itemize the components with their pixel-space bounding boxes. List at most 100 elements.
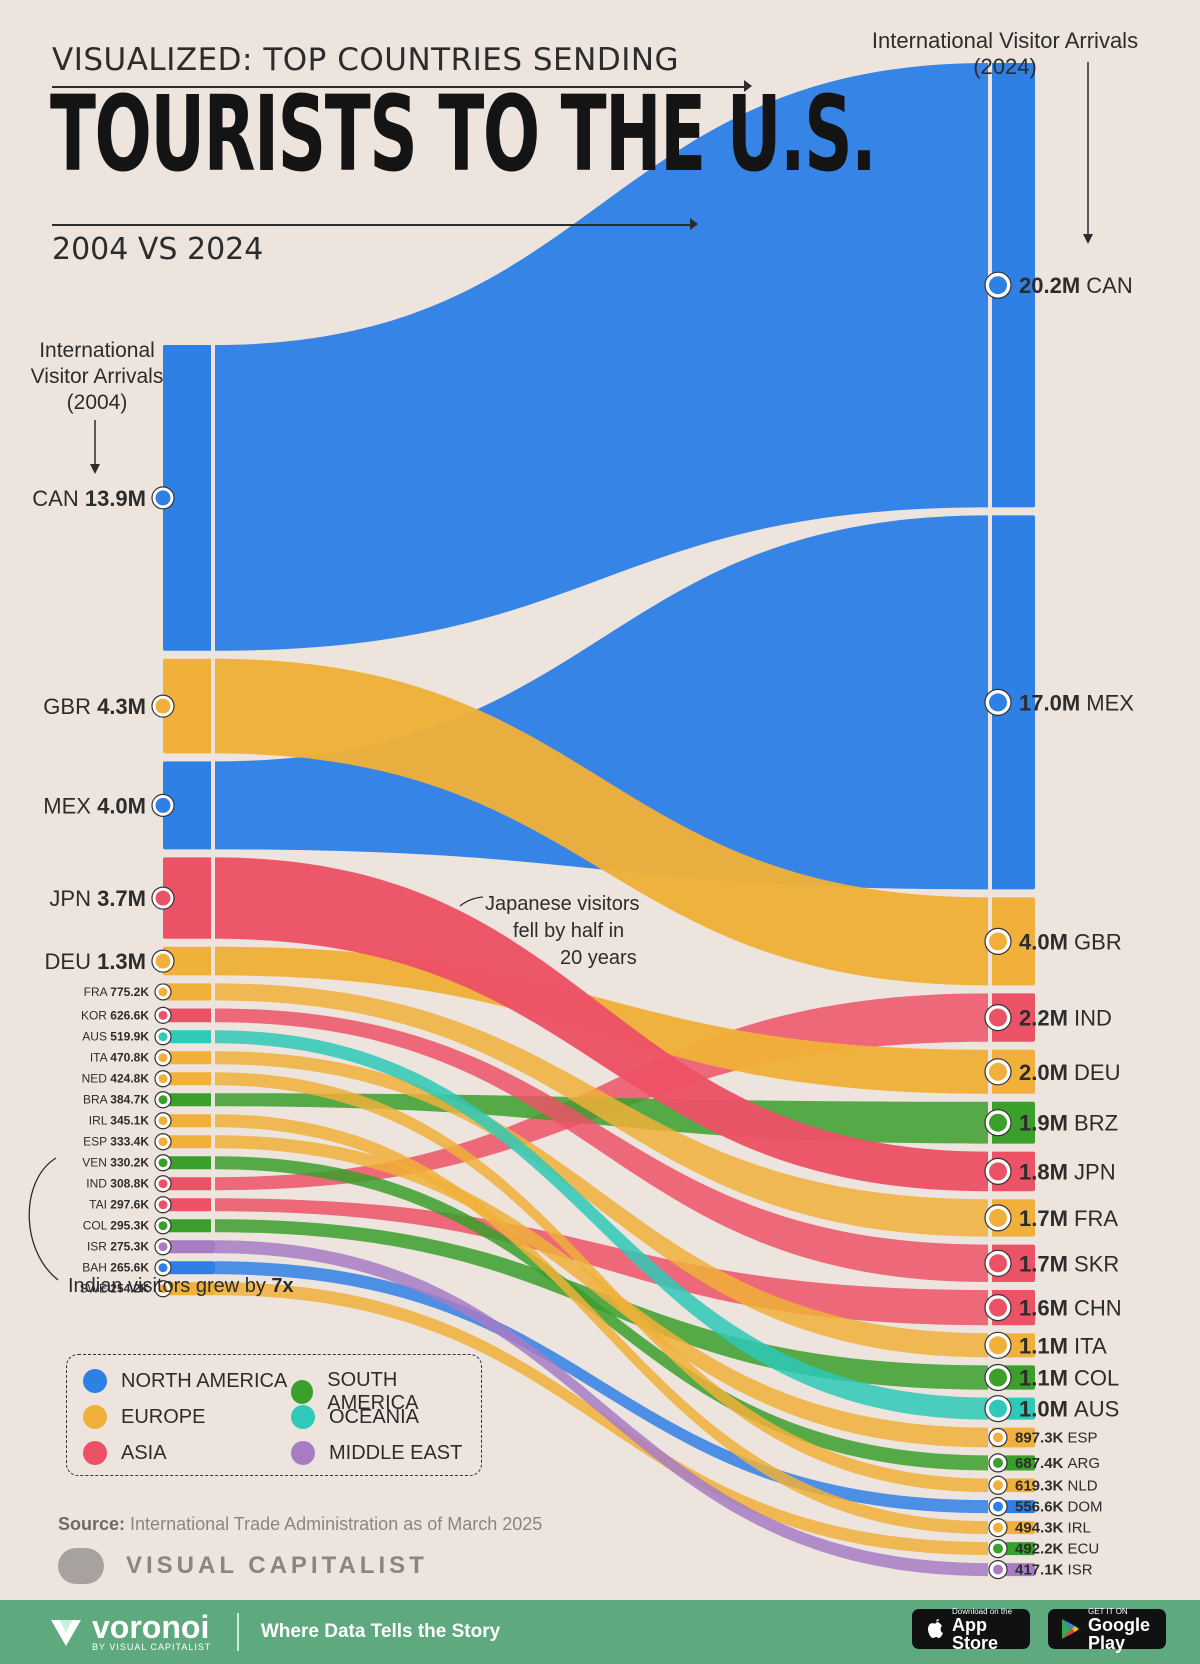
label-2004-isr: ISR 275.3K xyxy=(87,1240,149,1254)
flow-mex-to-mex xyxy=(215,515,988,890)
flow-ven-to-arg xyxy=(215,1156,988,1471)
title-line1: VISUALIZED: TOP COUNTRIES SENDING xyxy=(52,42,680,78)
bar-2004-can xyxy=(163,345,215,651)
label-2004-ven: VEN 330.2K xyxy=(82,1156,149,1170)
flow-col-to-col xyxy=(215,1219,988,1390)
flow-aus-to-aus xyxy=(215,1030,988,1420)
bar-2004-swe xyxy=(163,1282,215,1296)
bar-2004-col xyxy=(163,1219,215,1233)
label-2004-irl: IRL 345.1K xyxy=(89,1114,150,1128)
title-main: TOURISTS TO THE U.S. xyxy=(50,73,877,195)
label-2004-swe: SWE 254.2K xyxy=(80,1282,150,1296)
legend-dot-icon xyxy=(83,1405,107,1429)
label-2024-gbr: 4.0M GBR xyxy=(1019,929,1122,954)
flow-fra-to-fra xyxy=(215,983,988,1237)
flag-fill-chn-2024 xyxy=(989,1298,1007,1317)
flow-gbr-to-gbr xyxy=(215,658,988,986)
flag-fill-skr-2024 xyxy=(989,1254,1007,1273)
label-2004-esp: ESP 333.4K xyxy=(83,1135,149,1149)
left-bars xyxy=(163,345,215,1296)
flag-fill-fra-2024 xyxy=(989,1208,1007,1227)
flow-swe-to-ecu xyxy=(215,1282,988,1556)
label-2024-ecu: 492.2K ECU xyxy=(1015,1541,1099,1558)
legend-label: OCEANIA xyxy=(329,1405,420,1428)
legend-dot-icon xyxy=(291,1380,314,1404)
label-2004-gbr: GBR 4.3M xyxy=(43,694,146,719)
legend-dot-icon xyxy=(291,1405,315,1429)
flow-tai-to-chn xyxy=(215,1198,988,1326)
legend-label: EUROPE xyxy=(121,1405,206,1428)
footer-divider xyxy=(237,1613,239,1651)
flow-irl-to-irl xyxy=(215,1114,988,1535)
title-arrow-1 xyxy=(52,86,744,88)
label-2004-jpn: JPN 3.7M xyxy=(49,886,146,911)
title-arrowhead-1 xyxy=(744,80,752,92)
flag-fill-bah-2004 xyxy=(158,1263,168,1273)
visual-capitalist-brand: VISUAL CAPITALIST xyxy=(58,1548,428,1584)
flag-fill-ita-2024 xyxy=(989,1336,1007,1355)
flag-fill-gbr-2024 xyxy=(989,932,1007,951)
bar-2004-bah xyxy=(163,1261,215,1275)
subtitle: 2004 VS 2024 xyxy=(52,232,264,267)
annotation-india: Indian visitors grew by 7x xyxy=(68,1275,294,1297)
legend-dot-icon xyxy=(291,1441,315,1465)
flag-fill-kor-2004 xyxy=(158,1010,168,1020)
flag-fill-ven-2004 xyxy=(158,1158,168,1168)
flag-fill-swe-2004 xyxy=(158,1284,168,1294)
flag-fill-isr-2024 xyxy=(993,1564,1003,1575)
flag-fill-aus-2004 xyxy=(158,1032,168,1042)
flag-fill-tai-2004 xyxy=(158,1200,168,1210)
voronoi-mark-icon xyxy=(51,1620,81,1646)
label-2004-tai: TAI 297.6K xyxy=(89,1198,149,1212)
app-store-small: Download on the xyxy=(952,1606,1013,1616)
annotation-india-arrow xyxy=(28,1157,59,1281)
legend-item-oceania: OCEANIA xyxy=(291,1405,419,1429)
flag-fill-ita-2004 xyxy=(158,1053,168,1063)
flag-fill-deu-2004 xyxy=(155,953,171,969)
google-play-icon xyxy=(1062,1619,1079,1639)
voronoi-logo[interactable]: voronoi BY VISUAL CAPITALIST xyxy=(48,1611,211,1652)
app-store-button[interactable]: Download on the App Store xyxy=(912,1606,1030,1652)
label-2024-brz: 1.9M BRZ xyxy=(1019,1111,1118,1136)
flag-fill-arg-2024 xyxy=(993,1457,1003,1468)
label-2024-skr: 1.7M SKR xyxy=(1019,1251,1119,1276)
legend-label: ASIA xyxy=(121,1441,167,1464)
flag-fill-mex-2024 xyxy=(989,693,1007,712)
google-play-button[interactable]: GET IT ON Google Play xyxy=(1048,1607,1166,1652)
flag-fill-dom-2024 xyxy=(993,1501,1003,1512)
legend-dot-icon xyxy=(83,1369,107,1393)
legend-item-south-america: SOUTH AMERICA xyxy=(291,1369,481,1415)
flag-fill-nld-2024 xyxy=(993,1480,1003,1491)
label-2024-deu: 2.0M DEU xyxy=(1019,1060,1120,1085)
right-column-title: International Visitor Arrivals (2024) xyxy=(871,28,1139,79)
label-2024-chn: 1.6M CHN xyxy=(1019,1296,1122,1321)
bar-2004-ven xyxy=(163,1156,215,1170)
label-2004-ned: NED 424.8K xyxy=(82,1072,150,1086)
bar-2004-ita xyxy=(163,1051,215,1065)
flag-fill-jpn-2004 xyxy=(155,890,171,906)
label-2004-bra: BRA 384.7K xyxy=(83,1093,149,1107)
flow-bah-to-dom xyxy=(215,1261,988,1514)
label-2004-kor: KOR 626.6K xyxy=(81,1008,149,1022)
bar-2004-gbr xyxy=(163,658,215,754)
label-2024-col: 1.1M COL xyxy=(1019,1366,1119,1391)
legend-item-middle-east: MIDDLE EAST xyxy=(291,1441,462,1465)
label-2024-nld: 619.3K NLD xyxy=(1015,1477,1098,1494)
label-2004-can: CAN 13.9M xyxy=(32,486,146,511)
flag-fill-gbr-2004 xyxy=(155,698,171,714)
label-2004-deu: DEU 1.3M xyxy=(45,949,146,974)
flag-fill-ecu-2024 xyxy=(993,1543,1003,1554)
label-2024-esp: 897.3K ESP xyxy=(1015,1429,1098,1446)
legend-label: NORTH AMERICA xyxy=(121,1369,288,1392)
label-2004-ita: ITA 470.8K xyxy=(90,1051,149,1065)
flag-fill-irl-2024 xyxy=(993,1522,1003,1533)
legend-label: MIDDLE EAST xyxy=(329,1441,463,1464)
bar-2004-isr xyxy=(163,1240,215,1254)
sankey-chart: CAN 13.9M GBR 4.3M MEX 4.0M JPN 3.7M DEU 1.3… xyxy=(28,62,1135,1580)
flow-group xyxy=(215,63,988,1577)
flag-fill-mex-2004 xyxy=(155,797,171,813)
bar-2004-mex xyxy=(163,761,215,850)
left-column-title: International Visitor Arrivals (2004) xyxy=(30,339,164,414)
bar-2004-ind xyxy=(163,1177,215,1191)
source-label: Source: xyxy=(58,1514,126,1534)
